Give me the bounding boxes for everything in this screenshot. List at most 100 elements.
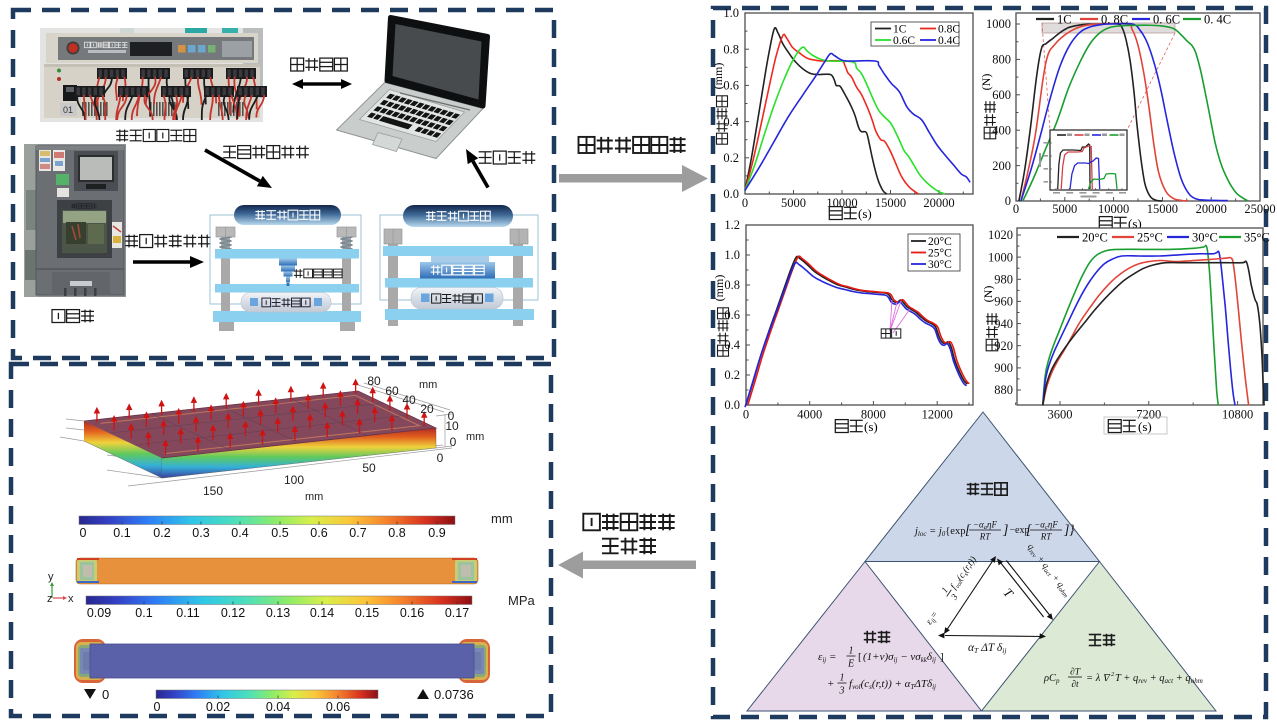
svg-text:1.2: 1.2 [724, 218, 740, 232]
svg-text:0.0736: 0.0736 [434, 687, 474, 702]
svg-text:(N): (N) [981, 286, 995, 303]
svg-text:150: 150 [203, 484, 223, 498]
svg-text:10: 10 [445, 419, 459, 433]
svg-text:[: [ [858, 651, 862, 663]
svg-text:]: ] [940, 651, 944, 663]
svg-text:mm: mm [466, 431, 484, 443]
svg-text:0.7: 0.7 [349, 526, 366, 540]
svg-text:ρCp: ρCp [1043, 673, 1060, 685]
svg-text:0: 0 [80, 526, 87, 540]
svg-text:25000: 25000 [1244, 202, 1275, 216]
svg-text:1C: 1C [893, 24, 907, 36]
svg-text:3: 3 [839, 686, 845, 697]
svg-text:10800: 10800 [1222, 408, 1253, 422]
svg-text:1: 1 [840, 673, 845, 684]
svg-text:4000: 4000 [797, 408, 822, 422]
svg-text:0.4: 0.4 [723, 115, 739, 129]
svg-text:1000: 1000 [988, 250, 1013, 264]
svg-text:0.8C: 0.8C [938, 24, 960, 36]
svg-text:0.14: 0.14 [310, 606, 334, 620]
svg-text:10000: 10000 [1098, 202, 1129, 216]
svg-text:[: [ [965, 523, 971, 538]
svg-text:15000: 15000 [1147, 202, 1178, 216]
svg-text:1.0: 1.0 [724, 248, 740, 262]
svg-text:0: 0 [1013, 202, 1019, 216]
svg-text:RT: RT [1040, 532, 1052, 542]
svg-text:5000: 5000 [1052, 202, 1077, 216]
svg-text:25°C: 25°C [1137, 231, 1163, 245]
svg-text:fvol(cs(r,t)) + αTΔTδij: fvol(cs(r,t)) + αTΔTδij [849, 678, 936, 691]
svg-text:(s): (s) [1138, 419, 1152, 434]
svg-text:0.4: 0.4 [231, 526, 248, 540]
svg-text:0.06: 0.06 [326, 700, 350, 714]
svg-text:−αcηF: −αcηF [1034, 520, 1058, 532]
svg-text:8000: 8000 [861, 408, 886, 422]
svg-text:∂t: ∂t [1071, 680, 1079, 690]
svg-text:]: ] [1063, 523, 1069, 538]
svg-text:1020: 1020 [988, 228, 1013, 242]
svg-text:0.6C: 0.6C [893, 35, 915, 47]
svg-text:0.04: 0.04 [266, 700, 290, 714]
svg-text:20: 20 [420, 402, 434, 416]
svg-text:0.09: 0.09 [87, 606, 111, 620]
svg-text:(s): (s) [864, 419, 878, 434]
svg-text:mm: mm [491, 511, 513, 526]
svg-text:MPa: MPa [508, 593, 536, 608]
svg-text:E: E [847, 659, 854, 670]
svg-text:7200: 7200 [1136, 408, 1161, 422]
svg-text:0.4C: 0.4C [938, 35, 960, 47]
svg-text:0.02: 0.02 [206, 700, 230, 714]
svg-text:0.8: 0.8 [724, 278, 740, 292]
svg-text:0.13: 0.13 [266, 606, 290, 620]
svg-text:0: 0 [742, 196, 748, 210]
svg-text:(mm): (mm) [712, 275, 726, 302]
svg-text:940: 940 [994, 317, 1013, 331]
svg-text:0: 0 [437, 451, 444, 465]
svg-text:30°C: 30°C [928, 259, 952, 271]
svg-text:0.1: 0.1 [113, 526, 130, 540]
svg-text:0.0: 0.0 [724, 398, 740, 412]
svg-text:0: 0 [743, 408, 749, 422]
svg-text:∂T: ∂T [1070, 668, 1081, 678]
svg-text:40: 40 [402, 393, 416, 407]
svg-text:0.8: 0.8 [388, 526, 405, 540]
svg-text:0: 0 [450, 435, 457, 449]
svg-text:0.6: 0.6 [724, 308, 740, 322]
svg-text:920: 920 [994, 339, 1013, 353]
svg-text:(s): (s) [858, 206, 872, 221]
svg-text:−: − [1009, 525, 1016, 536]
svg-text:(s): (s) [1128, 216, 1142, 231]
svg-text:(N): (N) [979, 74, 993, 91]
svg-text:0: 0 [102, 687, 109, 702]
svg-text:0.16: 0.16 [400, 606, 424, 620]
svg-text:980: 980 [994, 273, 1013, 287]
svg-text:3: 3 [948, 592, 960, 603]
svg-text:0.11: 0.11 [176, 606, 199, 620]
svg-text:0.9: 0.9 [428, 526, 445, 540]
svg-text:x: x [68, 593, 74, 605]
svg-text:mm: mm [419, 379, 437, 391]
svg-text:}: } [1069, 523, 1075, 538]
svg-text:600: 600 [992, 88, 1011, 102]
svg-text:0.8: 0.8 [723, 42, 739, 56]
svg-text:z: z [47, 593, 53, 605]
svg-text:960: 960 [994, 295, 1013, 309]
svg-text:50: 50 [362, 461, 376, 475]
svg-text:200: 200 [992, 159, 1011, 173]
svg-text:εij =: εij = [818, 651, 836, 664]
svg-text:0.6: 0.6 [310, 526, 327, 540]
svg-text:20000: 20000 [1196, 202, 1227, 216]
svg-text:0. 8C: 0. 8C [1101, 13, 1128, 27]
svg-text:2: 2 [1111, 671, 1115, 678]
svg-text:0: 0 [1005, 194, 1011, 208]
svg-text:1: 1 [939, 585, 950, 594]
svg-text:800: 800 [992, 53, 1011, 67]
svg-text:y: y [48, 571, 54, 583]
svg-text:0.17: 0.17 [445, 606, 469, 620]
svg-text:= λ: = λ [1086, 673, 1101, 684]
svg-text:25°C: 25°C [928, 248, 952, 260]
svg-text:αT ΔT δij: αT ΔT δij [968, 642, 1006, 655]
svg-text:mm: mm [305, 491, 323, 503]
svg-text:0.2: 0.2 [724, 368, 740, 382]
svg-text:12000: 12000 [922, 408, 953, 422]
